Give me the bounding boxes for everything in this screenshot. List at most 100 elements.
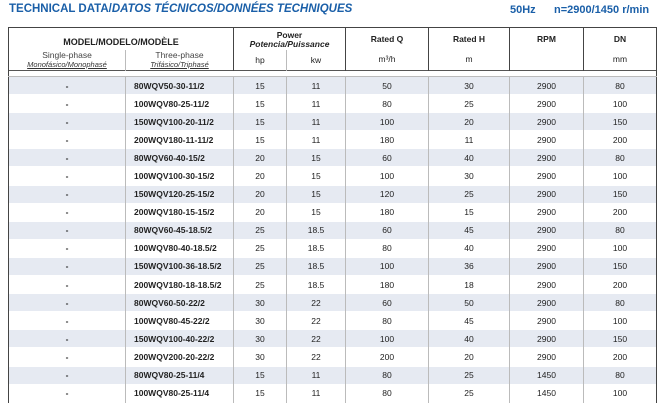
- rated-q-cell: 100: [345, 329, 429, 348]
- rated-q-cell: 80: [345, 239, 429, 258]
- rpm-cell: 2900: [509, 221, 584, 240]
- rated-q-label: Rated Q: [370, 34, 404, 44]
- table-row: -100WQV80-40-18.5/2 25 18.5 80 40 2900 100: [8, 239, 657, 258]
- rated-h-cell: 25: [428, 366, 510, 385]
- single-phase-header: Single-phase Monofásico/Monophasé: [8, 50, 126, 71]
- dn-cell: 150: [583, 329, 657, 348]
- kw-cell: 11: [286, 94, 346, 113]
- rated-h-unit: m: [465, 54, 473, 64]
- rated-h-cell: 36: [428, 257, 510, 276]
- single-phase-cell: -: [8, 76, 126, 95]
- hp-cell: 15: [233, 76, 287, 95]
- dn-cell: 200: [583, 130, 657, 149]
- rated-q-unit: m³/h: [378, 54, 396, 64]
- table-row: -150WQV100-36-18.5/2 25 18.5 100 36 2900 150: [8, 257, 657, 276]
- rated-h-cell: 11: [428, 130, 510, 149]
- speed-label: n=2900/1450 r/min: [554, 4, 650, 16]
- rpm-cell: 2900: [509, 185, 584, 204]
- rated-h-cell: 45: [428, 221, 510, 240]
- kw-cell: 18.5: [286, 275, 346, 294]
- single-phase-cell: -: [8, 384, 126, 403]
- dn-cell: 100: [583, 94, 657, 113]
- single-phase-cell: -: [8, 203, 126, 222]
- kw-cell: 22: [286, 329, 346, 348]
- rated-h-cell: 25: [428, 384, 510, 403]
- kw-cell: 11: [286, 112, 346, 131]
- dn-cell: 150: [583, 112, 657, 131]
- hp-cell: 20: [233, 203, 287, 222]
- kw-cell: 15: [286, 203, 346, 222]
- rated-q-cell: 80: [345, 384, 429, 403]
- hp-cell: 15: [233, 384, 287, 403]
- single-phase-cell: -: [8, 112, 126, 131]
- rated-h-cell: 40: [428, 239, 510, 258]
- hp-cell: 15: [233, 94, 287, 113]
- table-row: -100WQV80-25-11/4 15 11 80 25 1450 100: [8, 384, 657, 403]
- rated-q-cell: 80: [345, 311, 429, 330]
- table-row: -80WQV60-40-15/2 20 15 60 40 2900 80: [8, 148, 657, 167]
- model-cell: 80WQV60-40-15/2: [125, 148, 234, 167]
- rpm-cell: 2900: [509, 94, 584, 113]
- model-cell: 150WQV100-36-18.5/2: [125, 257, 234, 276]
- table-row: -100WQV80-45-22/2 30 22 80 45 2900 100: [8, 311, 657, 330]
- kw-cell: 11: [286, 76, 346, 95]
- three-phase-header: Three-phase Trifásico/Triphasé: [125, 50, 234, 71]
- rated-q-header: Rated Q m³/h: [345, 27, 429, 71]
- rated-h-cell: 25: [428, 185, 510, 204]
- single-phase-cell: -: [8, 257, 126, 276]
- dn-cell: 200: [583, 275, 657, 294]
- model-cell: 100WQV80-40-18.5/2: [125, 239, 234, 258]
- kw-cell: 11: [286, 384, 346, 403]
- three-phase-sub: Trifásico/Triphasé: [150, 60, 209, 69]
- table-row: -100WQV100-30-15/2 20 15 100 30 2900 100: [8, 166, 657, 186]
- dn-cell: 80: [583, 76, 657, 95]
- rpm-cell: 2900: [509, 329, 584, 348]
- rpm-header: RPM: [509, 27, 584, 71]
- single-phase-cell: -: [8, 94, 126, 113]
- kw-cell: 18.5: [286, 221, 346, 240]
- rpm-cell: 2900: [509, 311, 584, 330]
- dn-cell: 100: [583, 311, 657, 330]
- model-cell: 150WQV100-20-11/2: [125, 112, 234, 131]
- rated-q-cell: 50: [345, 76, 429, 95]
- kw-cell: 11: [286, 366, 346, 385]
- hp-cell: 20: [233, 166, 287, 186]
- table-row: -200WQV180-18-18.5/2 25 18.5 180 18 2900 200: [8, 275, 657, 294]
- single-phase-cell: -: [8, 329, 126, 348]
- rated-h-cell: 30: [428, 76, 510, 95]
- dn-cell: 200: [583, 203, 657, 222]
- rated-q-cell: 100: [345, 166, 429, 186]
- hp-cell: 15: [233, 112, 287, 131]
- rated-q-cell: 120: [345, 185, 429, 204]
- single-phase-sub: Monofásico/Monophasé: [27, 60, 107, 69]
- table-row: -80WQV80-25-11/4 15 11 80 25 1450 80: [8, 366, 657, 385]
- kw-cell: 15: [286, 185, 346, 204]
- hp-cell: 25: [233, 221, 287, 240]
- rated-h-cell: 20: [428, 112, 510, 131]
- single-phase-cell: -: [8, 221, 126, 240]
- single-phase-cell: -: [8, 366, 126, 385]
- rated-q-cell: 180: [345, 275, 429, 294]
- kw-cell: 22: [286, 311, 346, 330]
- rated-h-cell: 45: [428, 311, 510, 330]
- hp-cell: 25: [233, 275, 287, 294]
- model-cell: 150WQV120-25-15/2: [125, 185, 234, 204]
- three-phase-label: Three-phase: [155, 50, 204, 60]
- rated-h-cell: 50: [428, 293, 510, 312]
- rpm-cell: 2900: [509, 239, 584, 258]
- hp-cell: 30: [233, 311, 287, 330]
- rated-q-cell: 200: [345, 347, 429, 366]
- rpm-cell: 2900: [509, 347, 584, 366]
- kw-cell: 22: [286, 347, 346, 366]
- hp-cell: 20: [233, 185, 287, 204]
- dn-cell: 200: [583, 347, 657, 366]
- rated-q-cell: 60: [345, 148, 429, 167]
- dn-unit: mm: [612, 54, 628, 64]
- model-cell: 80WQV60-50-22/2: [125, 293, 234, 312]
- dn-cell: 100: [583, 239, 657, 258]
- rated-q-cell: 60: [345, 221, 429, 240]
- dn-cell: 100: [583, 384, 657, 403]
- dn-label: DN: [613, 34, 627, 44]
- table-row: -200WQV180-11-11/2 15 11 180 11 2900 200: [8, 130, 657, 149]
- table-row: -150WQV100-40-22/2 30 22 100 40 2900 150: [8, 329, 657, 348]
